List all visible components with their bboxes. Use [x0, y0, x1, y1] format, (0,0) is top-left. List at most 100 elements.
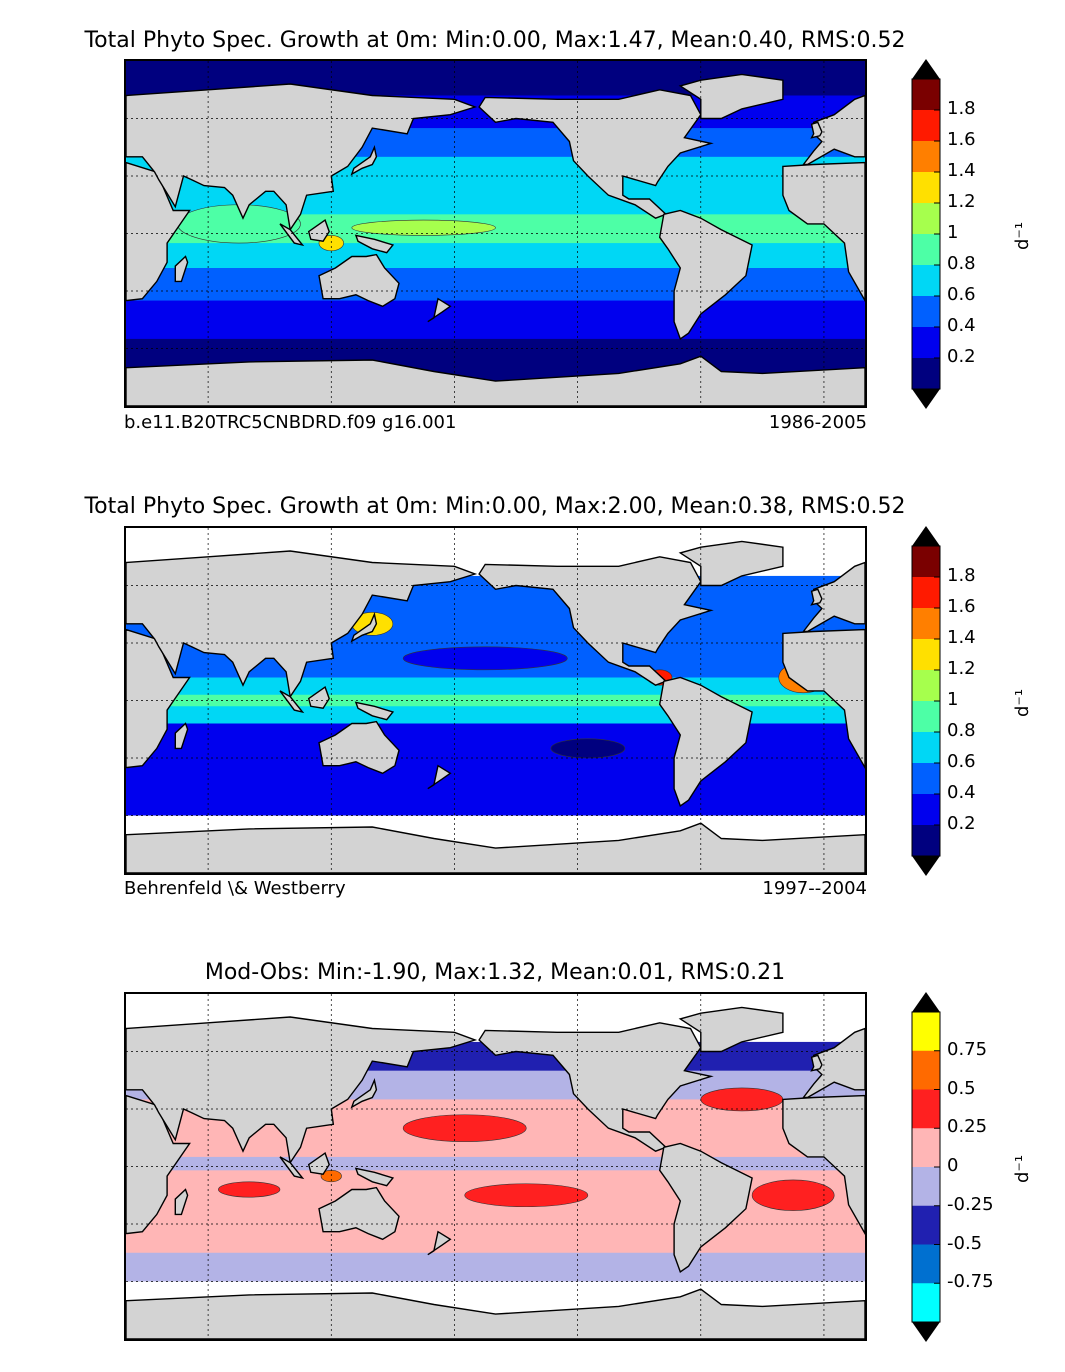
colorbar-segment-8 [912, 327, 940, 359]
map-model [124, 59, 867, 408]
colorbar-diff [911, 992, 941, 1342]
colorbar-tick-label: 0 [947, 1155, 959, 1176]
field-band-7 [126, 268, 865, 302]
colorbar-segment-3 [912, 172, 940, 204]
colorbar-tick-label: 0.25 [947, 1116, 988, 1138]
land-newguinea [354, 1167, 395, 1187]
colorbar-segment-2 [912, 608, 940, 640]
field-band-8 [126, 777, 865, 816]
land-antarctica [126, 355, 865, 406]
colorbar-segment-4 [912, 670, 940, 702]
panel-title-model: Total Phyto Spec. Growth at 0m: Min:0.00… [84, 28, 906, 53]
colorbar-segment-0 [912, 1012, 940, 1052]
colorbar-tick-label: 1.4 [947, 160, 976, 181]
land-antarctica [126, 1288, 865, 1339]
colorbar-segment-7 [912, 1283, 940, 1323]
colorbar-tick-label: 0.8 [947, 720, 976, 741]
field-blob-2 [700, 1087, 784, 1112]
colorbar-segment-1 [912, 110, 940, 142]
land-sumatra [279, 223, 305, 247]
colorbar-unit-obs: d⁻¹ [1012, 688, 1033, 717]
colorbar-under-triangle [912, 856, 940, 876]
land-africa-west [782, 161, 865, 303]
field-blob-0 [351, 219, 496, 236]
land-southamerica [658, 209, 753, 340]
land-northamerica [478, 1022, 714, 1152]
land-africa-west [782, 628, 865, 770]
colorbar-segment-3 [912, 639, 940, 671]
land-africa [126, 628, 191, 769]
colorbar-tick-label: 1.6 [947, 129, 976, 150]
colorbar-tick-label: -0.5 [947, 1232, 983, 1254]
colorbar-segment-1 [912, 1050, 940, 1090]
colorbar-tick-label: 1.2 [947, 658, 976, 679]
colorbar-tick-label: 1.6 [947, 596, 976, 617]
land-borneo [307, 218, 330, 242]
colorbar-over-triangle [912, 526, 940, 546]
field-band-7 [126, 1252, 865, 1282]
land-uk [810, 121, 823, 139]
colorbar-tick-label: -0.25 [947, 1193, 994, 1215]
colorbar-segment-1 [912, 577, 940, 609]
colorbar-segment-2 [912, 1089, 940, 1129]
panel-title-obs: Total Phyto Spec. Growth at 0m: Min:0.00… [84, 494, 906, 519]
map-diff [124, 992, 867, 1341]
map-obs [124, 526, 867, 875]
colorbar-segment-0 [912, 546, 940, 578]
colorbar-segment-6 [912, 1244, 940, 1284]
colorbar-segment-6 [912, 732, 940, 764]
colorbar-tick-label: -0.75 [947, 1271, 994, 1293]
land-newguinea [354, 701, 395, 721]
colorbar-obs [911, 526, 941, 876]
colorbar-unit-diff: d⁻¹ [1012, 1154, 1033, 1183]
field-blob-1 [550, 738, 626, 759]
land-africa-west [782, 1094, 865, 1236]
colorbar-tick-label: 0.75 [947, 1038, 988, 1060]
panel-title-diff: Mod-Obs: Min:-1.90, Max:1.32, Mean:0.01,… [204, 960, 786, 985]
colorbar-segment-9 [912, 358, 940, 390]
land-newguinea [354, 234, 395, 254]
field-blob-0 [402, 1114, 527, 1142]
land-nz [427, 297, 452, 323]
field-blob-1 [464, 1183, 589, 1208]
land-borneo [307, 685, 330, 709]
land-japan [350, 611, 378, 643]
caption-right-obs: 1997--2004 [762, 878, 867, 899]
land-antarctica [126, 822, 865, 873]
land-greenland [678, 540, 784, 587]
colorbar-tick-label: 0.2 [947, 346, 976, 367]
colorbar-tick-label: 0.6 [947, 284, 976, 305]
colorbar-segment-5 [912, 234, 940, 266]
field-blob-4 [218, 1181, 281, 1198]
colorbar-unit-model: d⁻¹ [1012, 221, 1033, 250]
land-sumatra [279, 1156, 305, 1180]
land-borneo [307, 1151, 330, 1175]
colorbar-segment-8 [912, 794, 940, 826]
land-northamerica [478, 89, 714, 219]
land-europe-east [801, 1027, 865, 1099]
land-japan [350, 144, 378, 176]
land-southamerica [658, 1142, 753, 1273]
colorbar-segment-4 [912, 203, 940, 235]
colorbar-over-triangle [912, 992, 940, 1012]
colorbar-tick-label: 0.6 [947, 751, 976, 772]
land-africa [126, 161, 191, 302]
caption-right-model: 1986-2005 [768, 412, 867, 433]
colorbar-tick-label: 0.5 [947, 1077, 976, 1099]
caption-left-model: b.e11.B20TRC5CNBDRD.f09 g16.001 [124, 412, 457, 433]
land-europe-east [801, 561, 865, 633]
colorbar-segment-3 [912, 1128, 940, 1168]
colorbar-tick-label: 0.8 [947, 253, 976, 274]
colorbar-segment-5 [912, 701, 940, 733]
colorbar-under-triangle [912, 389, 940, 409]
land-sumatra [279, 690, 305, 714]
colorbar-tick-label: 1.4 [947, 627, 976, 648]
colorbar-segment-7 [912, 763, 940, 795]
colorbar-tick-label: 1 [947, 689, 959, 710]
caption-left-obs: Behrenfeld \& Westberry [124, 878, 346, 899]
land-madagascar [174, 255, 189, 283]
land-nz [427, 764, 452, 790]
land-madagascar [174, 722, 189, 750]
field-band-8 [126, 300, 865, 340]
colorbar-segment-0 [912, 79, 940, 111]
